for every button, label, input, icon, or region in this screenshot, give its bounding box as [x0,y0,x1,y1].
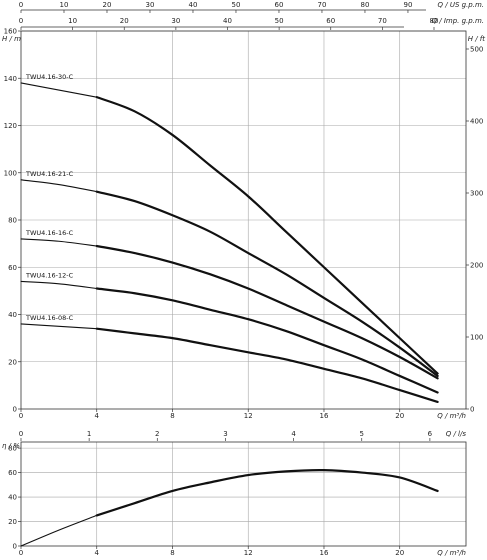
ls-tick-label: 5 [360,430,364,438]
curve-label: TWU4.16-30-C [25,73,74,81]
flow-tick-label: 4 [95,412,100,420]
head-m-tick-label: 120 [4,122,17,130]
flow-tick-label: 0 [19,412,23,420]
ls-tick-label: 4 [291,430,296,438]
curve-label: TWU4.16-16-C [25,229,74,237]
head-ft-tick-label: 200 [470,262,483,270]
imp-gpm-tick-label: 40 [223,17,232,25]
imp-gpm-tick-label: 80 [430,17,439,25]
efficiency-curve [95,469,439,517]
eff-plot-frame [20,441,467,547]
head-ft-tick-label: 400 [470,118,483,126]
head-chart: 0 10 20 30 40 50 60 70 80 90 Q / US g.p.m.0 10 20 30 4… [2,1,485,420]
eff-flow-tick-label: 8 [170,549,174,557]
imp-gpm-tick-label: 50 [275,17,284,25]
head-m-tick-label: 20 [8,358,17,366]
head-m-tick-label: 160 [4,28,17,36]
us-gpm-tick-label: 60 [275,1,284,9]
us-gpm-tick-label: 10 [60,1,69,9]
imp-gpm-tick-label: 60 [326,17,335,25]
eff-flow-axis-label: Q / m³/h [437,549,466,557]
eff-flow-tick-label: 0 [19,549,23,557]
us-gpm-tick-label: 0 [19,1,23,9]
head-ft-tick-label: 300 [470,190,483,198]
head-curve-start-0 [20,82,98,98]
flow-tick-label: 16 [320,412,329,420]
imp-gpm-tick-label: 10 [68,17,77,25]
head-curve-2 [95,244,439,380]
flow-tick-label: 12 [244,412,253,420]
head-ft-tick-label: 0 [470,406,474,414]
eff-flow-tick-label: 12 [244,549,253,557]
head-m-tick-label: 40 [8,311,17,319]
eff-flow-tick-label: 20 [395,549,404,557]
ls-tick-label: 3 [223,430,227,438]
us-gpm-tick-label: 40 [189,1,198,9]
head-curve-1 [95,190,439,378]
imp-gpm-tick-label: 30 [171,17,180,25]
head-curve-3 [95,287,439,394]
ls-tick-label: 1 [87,430,91,438]
curve-label: TWU4.16-08-C [25,314,74,322]
head-m-axis-label: H / m [2,35,21,43]
head-m-tick-label: 60 [8,264,17,272]
eff-flow-tick-label: 4 [95,549,100,557]
eff-tick-label: 0 [13,543,17,551]
flow-axis-label: Q / m³/h [437,412,466,420]
ls-axis-label: Q / l/s [446,430,467,438]
imp-gpm-tick-label: 0 [19,17,23,25]
us-gpm-tick-label: 50 [232,1,241,9]
us-gpm-tick-label: 30 [146,1,155,9]
head-ft-axis-label: H / ft [468,35,486,43]
head-ft-tick-label: 500 [470,46,483,54]
imp-gpm-tick-label: 70 [378,17,387,25]
ls-tick-label: 6 [428,430,433,438]
imp-gpm-tick-label: 20 [120,17,129,25]
us-gpm-tick-label: 70 [318,1,327,9]
eff-tick-label: 20 [8,518,17,526]
head-curve-0 [95,96,439,375]
head-m-tick-label: 0 [13,406,17,414]
eff-tick-label: 80 [8,445,17,453]
head-curve-start-1 [20,179,98,193]
head-curve-start-3 [20,280,98,290]
head-ft-tick-label: 100 [470,334,483,342]
efficiency-curve-start [20,514,98,547]
eff-tick-label: 60 [8,469,17,477]
us-gpm-axis-label: Q / US g.p.m. [438,1,485,9]
us-gpm-tick-label: 20 [103,1,112,9]
head-curve-start-2 [20,238,98,247]
ls-tick-label: 2 [155,430,159,438]
flow-tick-label: 20 [395,412,404,420]
us-gpm-tick-label: 80 [361,1,370,9]
us-gpm-tick-label: 90 [403,1,412,9]
eff-axis-label: η / % [2,442,20,450]
head-m-tick-label: 80 [8,217,17,225]
head-m-tick-label: 100 [4,169,17,177]
head-m-tick-label: 140 [4,75,17,83]
flow-tick-label: 8 [170,412,174,420]
head-curve-4 [95,327,439,404]
curve-label: TWU4.16-21-C [25,170,74,178]
eff-tick-label: 40 [8,494,17,502]
eff-flow-tick-label: 16 [320,549,329,557]
curve-label: TWU4.16-12-C [25,271,74,279]
imp-gpm-axis-label: Q / Imp. g.p.m. [432,17,484,25]
head-curve-start-4 [20,323,98,330]
ls-tick-label: 0 [19,430,23,438]
